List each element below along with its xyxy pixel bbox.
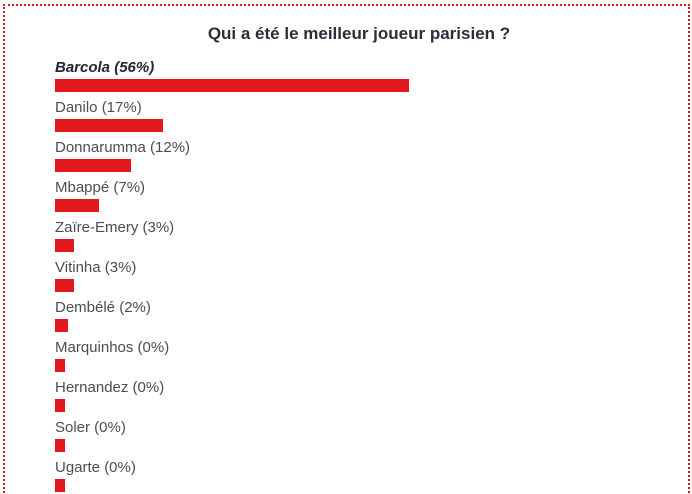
poll-option-row: Soler (0%) bbox=[55, 419, 688, 452]
option-result-bar bbox=[55, 439, 65, 452]
option-result-bar bbox=[55, 359, 65, 372]
option-label: Ugarte (0%) bbox=[55, 459, 136, 476]
poll-option-row: Danilo (17%) bbox=[55, 99, 688, 132]
option-result-bar bbox=[55, 479, 65, 492]
option-label: Barcola (56%) bbox=[55, 59, 155, 76]
option-result-bar bbox=[55, 399, 65, 412]
option-label: Soler (0%) bbox=[55, 419, 126, 436]
poll-widget: Qui a été le meilleur joueur parisien ? … bbox=[3, 4, 690, 494]
poll-option-row: Zaïre-Emery (3%) bbox=[55, 219, 688, 252]
option-label: Donnarumma (12%) bbox=[55, 139, 191, 156]
poll-option-row: Donnarumma (12%) bbox=[55, 139, 688, 172]
option-label: Hernandez (0%) bbox=[55, 379, 165, 396]
poll-option-row: Hernandez (0%) bbox=[55, 379, 688, 412]
option-label: Zaïre-Emery (3%) bbox=[55, 219, 175, 236]
option-label: Danilo (17%) bbox=[55, 99, 142, 116]
poll-option-row: Ugarte (0%) bbox=[55, 459, 688, 492]
option-label: Vitinha (3%) bbox=[55, 259, 137, 276]
poll-option-row: Barcola (56%) bbox=[55, 59, 688, 92]
option-result-bar bbox=[55, 159, 131, 172]
option-label: Marquinhos (0%) bbox=[55, 339, 170, 356]
poll-option-row: Mbappé (7%) bbox=[55, 179, 688, 212]
option-label: Dembélé (2%) bbox=[55, 299, 151, 316]
poll-options: Barcola (56%) Danilo (17%) Donnarumma (1… bbox=[55, 59, 688, 492]
option-result-bar bbox=[55, 319, 68, 332]
poll-option-row: Marquinhos (0%) bbox=[55, 339, 688, 372]
option-label: Mbappé (7%) bbox=[55, 179, 146, 196]
option-result-bar bbox=[55, 199, 100, 212]
option-result-bar bbox=[55, 79, 410, 92]
poll-option-row: Vitinha (3%) bbox=[55, 259, 688, 292]
option-result-bar bbox=[55, 239, 74, 252]
option-result-bar bbox=[55, 119, 163, 132]
poll-option-row: Dembélé (2%) bbox=[55, 299, 688, 332]
poll-title: Qui a été le meilleur joueur parisien ? bbox=[207, 24, 511, 43]
option-result-bar bbox=[55, 279, 74, 292]
